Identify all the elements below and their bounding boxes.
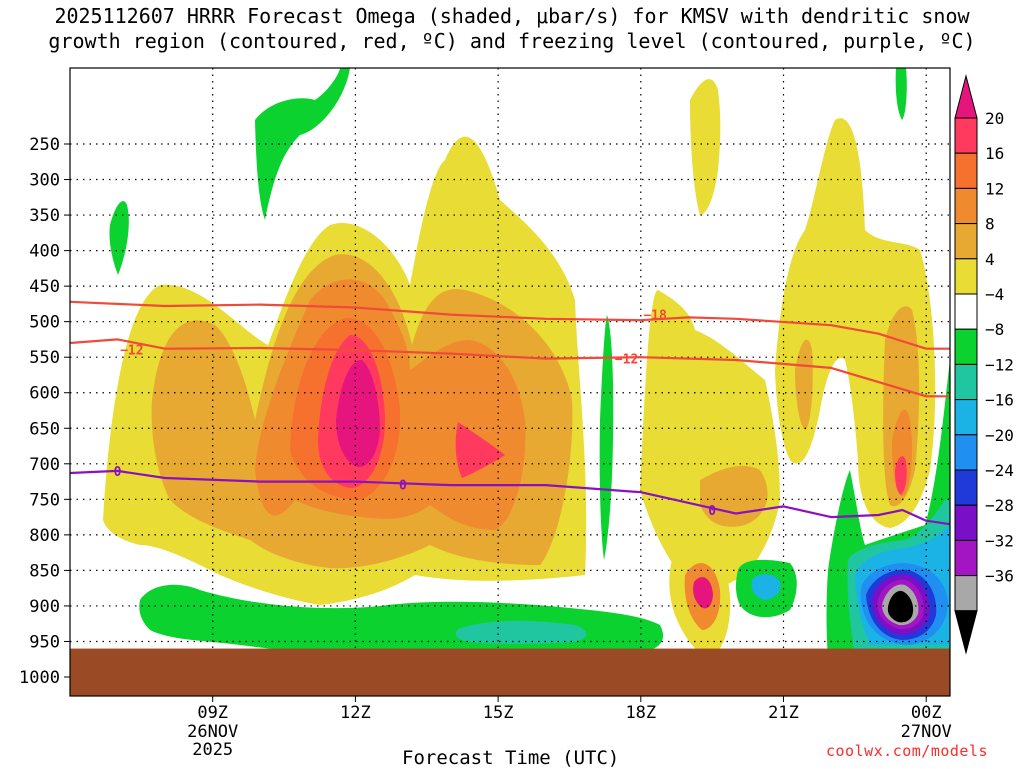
y-tick-label-1000: 1000 — [19, 668, 60, 688]
contour-line-1 — [70, 338, 950, 398]
y-tick-label-550: 550 — [29, 348, 60, 368]
colorbar-swatch-6 — [954, 328, 978, 365]
y-tick-label-950: 950 — [29, 632, 60, 652]
colorbar-label-6: −8 — [985, 320, 1004, 339]
contour-label-5: 0 — [708, 504, 716, 519]
x-axis-title: Forecast Time (UTC) — [402, 747, 620, 769]
colorbar-swatch-9 — [954, 434, 978, 471]
colorbar-swatch-4 — [954, 258, 978, 295]
colorbar-label-13: −36 — [985, 567, 1014, 586]
contour-label-4: 0 — [399, 478, 407, 493]
omega-fill-gold-col-2 — [795, 339, 813, 430]
omega-fill-low-magenta — [693, 577, 713, 609]
x-tick-label-1: 12Z — [340, 703, 371, 723]
chart-title: 2025112607 HRRR Forecast Omega (shaded, … — [0, 4, 1024, 54]
y-tick-label-800: 800 — [29, 526, 60, 546]
colorbar-label-10: −24 — [985, 461, 1014, 480]
colorbar-label-4: 4 — [985, 250, 995, 269]
x-tick-label-5: 00Z — [911, 703, 942, 723]
omega-shading — [103, 68, 950, 660]
y-axis: 250 300 350 400 450 500 550 600 650 700 750 800 850 9… — [19, 135, 70, 688]
omega-fill-green-spike — [599, 315, 614, 560]
colorbar-swatch-10 — [954, 469, 978, 506]
colorbar-label-12: −32 — [985, 531, 1014, 550]
y-tick-label-400: 400 — [29, 242, 60, 262]
omega-fill-green-top — [255, 68, 350, 220]
y-tick-label-850: 850 — [29, 561, 60, 581]
colorbar-bottom-arrow — [954, 610, 978, 655]
omega-fill-green-00z-top — [895, 68, 907, 120]
colorbar-swatch-5 — [954, 293, 978, 330]
contour-label-2: −12 — [615, 353, 638, 368]
colorbar-swatch-2 — [954, 187, 978, 225]
colorbar-top-arrow — [954, 74, 978, 119]
y-tick-label-900: 900 — [29, 597, 60, 617]
colorbar-label-2: 12 — [985, 179, 1004, 198]
x-tick-label-4: 21Z — [768, 703, 799, 723]
contour-label-3: 0 — [114, 465, 122, 480]
x-tick-label-2: 15Z — [483, 703, 514, 723]
terrain-ground — [70, 648, 950, 696]
colorbar-swatch-11 — [954, 504, 978, 541]
colorbar-label-7: −12 — [985, 355, 1014, 374]
x-tick-year-0: 2025 — [192, 740, 233, 760]
y-tick-label-700: 700 — [29, 455, 60, 475]
colorbar-label-11: −28 — [985, 496, 1014, 515]
colorbar: 20 16 12 8 4 −4 −8 −12 −16 −20 −24 −28 −32 −36 — [954, 74, 1014, 655]
y-tick-label-350: 350 — [29, 206, 60, 226]
plot-frame — [69, 67, 951, 697]
y-tick-label-250: 250 — [29, 135, 60, 155]
omega-fill-green-band — [139, 584, 664, 655]
colorbar-label-3: 8 — [985, 215, 995, 234]
omega-fill-yellow-ridge — [640, 290, 780, 594]
y-tick-label-500: 500 — [29, 313, 60, 333]
x-tick-date-5: 27NOV — [901, 722, 952, 742]
omega-fill-green-small — [109, 201, 129, 275]
y-tick-label-600: 600 — [29, 384, 60, 404]
colorbar-label-5: −4 — [985, 285, 1004, 304]
y-tick-label-450: 450 — [29, 277, 60, 297]
y-tick-label-750: 750 — [29, 490, 60, 510]
colorbar-label-8: −16 — [985, 391, 1014, 410]
colorbar-swatch-12 — [954, 539, 978, 577]
temperature-contours: −18 −12 −12 0 0 0 — [70, 300, 950, 526]
colorbar-swatch-8 — [954, 399, 978, 436]
omega-fill-cyan-21z — [751, 574, 781, 600]
colorbar-swatch-0 — [954, 117, 978, 154]
colorbar-label-9: −20 — [985, 426, 1014, 445]
x-tick-label-3: 18Z — [625, 703, 656, 723]
y-tick-label-300: 300 — [29, 171, 60, 191]
omega-fill-black-00z — [887, 590, 914, 623]
grid-lines — [70, 68, 950, 696]
omega-fill-magenta — [336, 359, 380, 468]
colorbar-swatch-7 — [954, 363, 978, 401]
contour-label-0: −18 — [643, 309, 667, 324]
colorbar-label-1: 16 — [985, 144, 1004, 163]
title-line-1: 2025112607 HRRR Forecast Omega (shaded, … — [54, 4, 970, 28]
credit-link[interactable]: coolwx.com/models — [826, 742, 989, 760]
colorbar-swatch-13 — [954, 575, 978, 612]
x-tick-label-0: 09Z — [197, 703, 228, 723]
omega-fill-red-column — [895, 456, 907, 495]
contour-label-1: −12 — [120, 343, 143, 358]
omega-fill-teal-band — [455, 620, 587, 644]
contour-line-0 — [70, 300, 950, 350]
colorbar-swatch-1 — [954, 152, 978, 189]
title-line-2: growth region (contoured, red, ºC) and f… — [48, 29, 976, 53]
omega-fill-yellow-spike — [690, 79, 721, 215]
colorbar-swatch-3 — [954, 223, 978, 260]
y-tick-label-650: 650 — [29, 419, 60, 439]
x-tick-date-0: 26NOV — [187, 722, 238, 742]
contour-line-2 — [70, 469, 950, 526]
colorbar-label-0: 20 — [985, 109, 1004, 128]
